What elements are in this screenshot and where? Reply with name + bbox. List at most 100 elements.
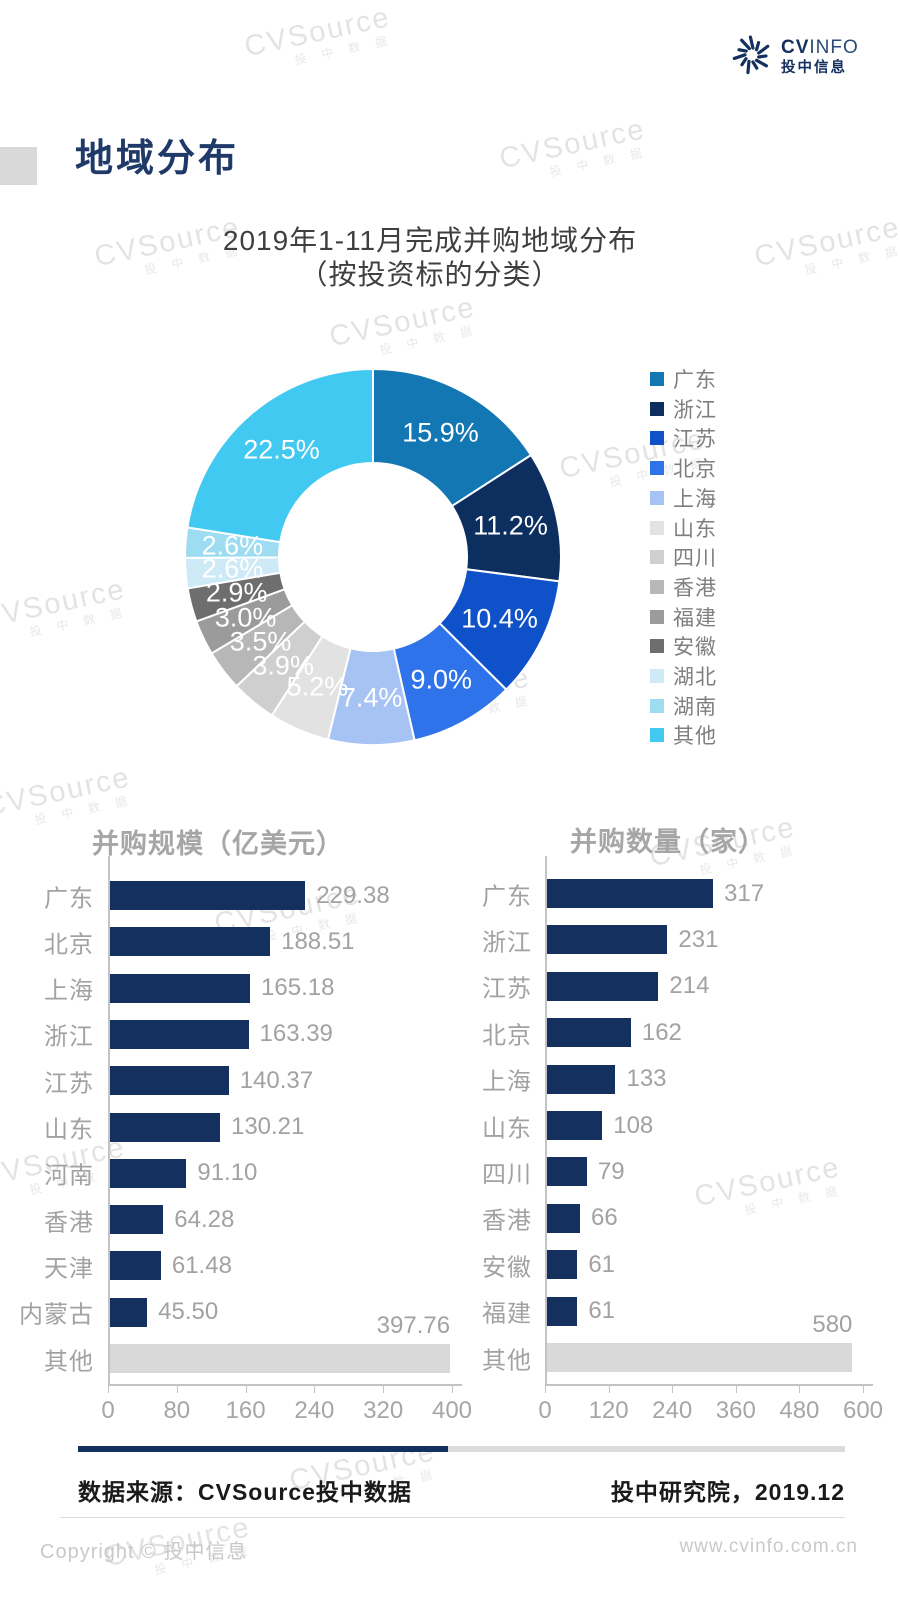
- legend-item-湖南: 湖南: [650, 691, 717, 721]
- x-axis-tick: [314, 1386, 316, 1393]
- x-axis-line: [108, 1384, 462, 1386]
- bar-天津: [108, 1251, 161, 1281]
- footer-copyright: Copyright © 投中信息: [40, 1541, 248, 1563]
- legend-label: 江苏: [673, 428, 717, 452]
- section-accent-square: [0, 147, 37, 185]
- bar-value-label: 108: [613, 1111, 654, 1139]
- legend-swatch: [650, 520, 664, 535]
- logo-cv-text: CV: [781, 37, 810, 58]
- x-axis-tick-label: 240: [294, 1397, 335, 1424]
- bar-category-label: 天津: [44, 1255, 94, 1283]
- legend-item-四川: 四川: [650, 542, 717, 572]
- logo-ray: [757, 44, 770, 55]
- bar-category-label: 北京: [482, 1022, 532, 1050]
- legend-swatch: [650, 372, 664, 386]
- bar-category-label: 浙江: [44, 1023, 94, 1051]
- x-axis-tick: [799, 1386, 801, 1393]
- cvinfo-logo: CVINFO 投中信息: [731, 34, 859, 76]
- donut-percent-label: 2.9%: [205, 577, 268, 608]
- bar-广东: [108, 881, 306, 910]
- bar-value-label: 580: [812, 1311, 853, 1338]
- legend-label: 北京: [673, 458, 717, 482]
- chart-title: 并购数量（家）: [570, 827, 766, 857]
- legend-label: 福建: [673, 606, 717, 630]
- legend-item-安徽: 安徽: [650, 631, 717, 661]
- bar-山东: [108, 1112, 220, 1142]
- bar-value-label: 317: [724, 879, 765, 907]
- bar-value-label: 64.28: [174, 1205, 235, 1233]
- bar-category-label: 内蒙古: [19, 1301, 94, 1329]
- bar-value-label: 231: [678, 925, 719, 953]
- donut-slice-其他: [186, 368, 374, 544]
- donut-percent-label: 15.9%: [402, 417, 479, 448]
- bar-value-label: 79: [597, 1157, 625, 1185]
- logo-ray: [754, 58, 768, 68]
- bar-value-label: 61.48: [171, 1251, 232, 1279]
- x-axis-tick-label: 80: [163, 1397, 191, 1424]
- bar-江苏: [108, 1066, 229, 1096]
- bar-category-label: 河南: [44, 1162, 94, 1190]
- legend-label: 四川: [673, 547, 717, 571]
- bar-广东: [545, 879, 713, 908]
- bar-category-label: 广东: [482, 883, 532, 910]
- legend-item-山东: 山东: [650, 513, 717, 543]
- logo-info-text: INFO: [809, 37, 859, 58]
- legend-item-香港: 香港: [650, 572, 717, 602]
- bar-浙江: [545, 925, 668, 955]
- pie-chart-title: 2019年1-11月完成并购地域分布: [222, 225, 638, 256]
- bar-category-label: 山东: [482, 1115, 532, 1142]
- legend-item-浙江: 浙江: [650, 394, 717, 424]
- x-axis-tick: [383, 1386, 385, 1393]
- x-axis-tick-label: 120: [588, 1397, 629, 1424]
- x-axis-tick: [735, 1386, 737, 1393]
- legend-label: 香港: [673, 576, 717, 600]
- legend-label: 上海: [673, 487, 717, 511]
- donut-percent-label: 3.0%: [214, 602, 277, 633]
- footer-publisher: 投中研究院，2019.12: [610, 1479, 845, 1505]
- donut-percent-label: 2.6%: [201, 553, 264, 584]
- bar-category-label: 四川: [482, 1161, 532, 1189]
- legend-swatch: [650, 461, 664, 476]
- bar-category-label: 安徽: [482, 1254, 532, 1282]
- x-axis-tick: [863, 1386, 864, 1393]
- bar-香港: [545, 1203, 580, 1233]
- x-axis-tick: [245, 1386, 247, 1393]
- donut-percent-label: 7.4%: [340, 682, 403, 713]
- logo-ray: [740, 57, 748, 67]
- legend-swatch: [650, 669, 664, 683]
- bar-category-label: 浙江: [482, 929, 532, 957]
- bar-香港: [108, 1205, 164, 1235]
- logo-ray: [746, 59, 751, 75]
- y-axis-line: [108, 856, 110, 1384]
- bar-category-label: 香港: [44, 1209, 94, 1237]
- logo-ray: [757, 54, 768, 59]
- bar-category-label: 上海: [44, 977, 94, 1005]
- legend-label: 湖北: [673, 666, 717, 689]
- x-axis-tick: [545, 1386, 546, 1393]
- x-axis-tick-label: 0: [101, 1397, 115, 1424]
- donut-percent-label: 10.4%: [461, 603, 538, 634]
- footer-website: www.cvinfo.com.cn: [679, 1536, 858, 1557]
- donut-percent-label: 3.9%: [252, 650, 314, 681]
- logo-ray: [737, 48, 748, 53]
- bar-category-label: 福建: [482, 1300, 532, 1328]
- bar-value-label: 66: [590, 1204, 618, 1232]
- legend-item-江苏: 江苏: [650, 423, 717, 453]
- bar-河南: [108, 1158, 187, 1188]
- bar-category-label: 其他: [482, 1347, 532, 1374]
- legend-label: 湖南: [673, 695, 717, 719]
- legend-swatch: [650, 550, 664, 565]
- y-axis-line: [545, 856, 547, 1384]
- legend-swatch: [650, 609, 664, 624]
- legend-label: 浙江: [673, 398, 717, 422]
- bar-value-label: 188.51: [281, 927, 355, 955]
- bar-江苏: [545, 971, 659, 1001]
- legend-item-北京: 北京: [650, 453, 717, 483]
- bar-value-label: 162: [641, 1018, 682, 1046]
- bar-上海: [545, 1064, 616, 1094]
- donut-percent-label: 22.5%: [243, 434, 320, 465]
